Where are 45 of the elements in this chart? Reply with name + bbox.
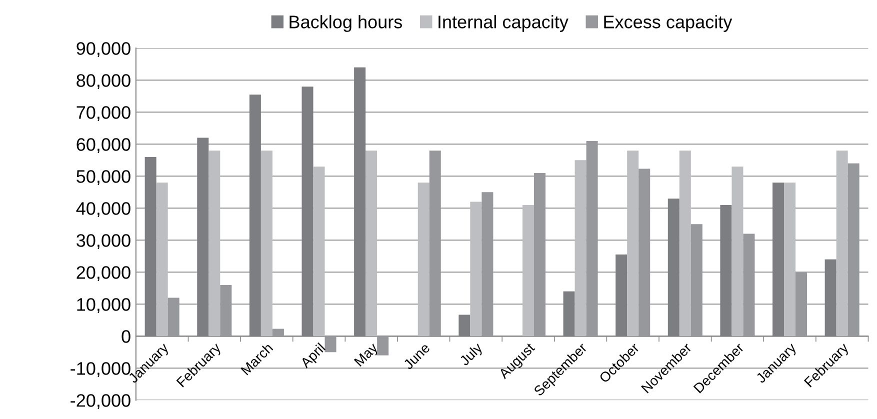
bar — [220, 284, 232, 336]
y-tick-label: 20,000 — [76, 266, 130, 282]
y-tick-label: 90,000 — [76, 42, 130, 58]
bar — [784, 182, 796, 336]
bar — [168, 298, 180, 336]
bar — [208, 150, 220, 336]
bar — [324, 336, 336, 352]
bar — [377, 336, 389, 356]
bar — [574, 160, 586, 336]
y-tick-label: -20,000 — [70, 394, 130, 409]
legend-label: Excess capacity — [604, 15, 732, 32]
bar — [272, 328, 284, 336]
y-tick-label: 10,000 — [77, 298, 130, 314]
bar — [743, 234, 755, 336]
y-tick-label: 60,000 — [76, 138, 130, 154]
y-tick-label: 30,000 — [76, 234, 130, 250]
legend-label: Internal capacity — [438, 15, 568, 32]
bar — [470, 202, 482, 336]
bar — [260, 150, 272, 336]
bar — [156, 182, 168, 336]
bar — [366, 150, 378, 336]
bar — [534, 172, 546, 336]
bar — [627, 150, 639, 336]
bar — [679, 150, 691, 336]
bar — [522, 204, 534, 336]
legend-label: Backlog hours — [290, 15, 402, 32]
y-tick-label: 0 — [122, 330, 130, 343]
bar — [429, 150, 441, 336]
y-tick-label: -10,000 — [70, 362, 130, 377]
x-tick-label: July — [458, 342, 486, 368]
x-tick-label: May — [354, 342, 380, 369]
bar — [848, 163, 860, 336]
bar — [690, 224, 702, 336]
bar — [313, 166, 325, 336]
y-tick-label: 80,000 — [76, 74, 130, 90]
bar — [796, 272, 808, 336]
y-tick-label: 50,000 — [76, 170, 130, 186]
bar — [418, 182, 430, 336]
y-tick-label: 40,000 — [76, 202, 130, 218]
bar — [586, 140, 598, 336]
bar — [638, 168, 650, 336]
bar — [732, 166, 744, 336]
bar — [482, 192, 494, 336]
bar — [836, 150, 848, 336]
y-tick-label: 70,000 — [76, 106, 130, 122]
